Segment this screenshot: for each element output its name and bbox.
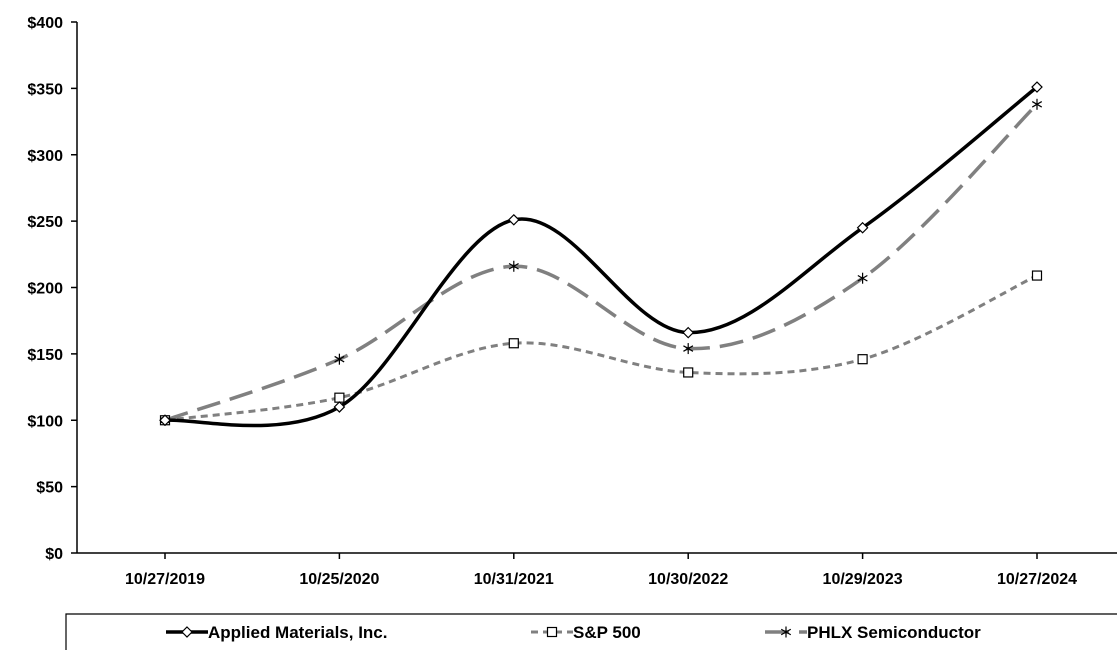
x-tick-label: 10/27/2024 [997, 571, 1077, 588]
data-point-1 [1031, 270, 1043, 281]
data-point-2 [508, 260, 519, 272]
x-tick-label: 10/30/2022 [648, 571, 728, 588]
data-point-0 [1031, 81, 1043, 93]
y-tick-label: $0 [45, 546, 63, 563]
series-markers [159, 81, 1043, 427]
legend-label-0: Applied Materials, Inc. [208, 623, 388, 642]
data-point-1 [683, 367, 694, 378]
y-axis-ticks: $0 $50 $100 $150 $200 $250 $300 $350 $400 [27, 15, 77, 563]
legend: Applied Materials, Inc. S&P 500 PHLX Semic… [65, 613, 1117, 650]
data-point-2 [334, 353, 345, 365]
axes [76, 22, 1117, 554]
x-tick-label: 10/29/2023 [823, 571, 903, 588]
data-point-2 [857, 272, 868, 284]
data-point-1 [334, 392, 345, 403]
data-point-0 [507, 213, 520, 226]
data-point-1 [508, 338, 519, 349]
y-tick-label: $150 [27, 347, 63, 364]
y-tick-label: $50 [36, 480, 63, 497]
legend-label-2: PHLX Semiconductor [807, 623, 981, 642]
x-axis-ticks: 10/27/2019 10/25/2020 10/31/2021 10/30/2022… [125, 553, 1077, 588]
x-tick-label: 10/31/2021 [474, 571, 554, 588]
series-line-0 [164, 85, 1039, 428]
y-tick-label: $100 [27, 413, 63, 430]
y-tick-label: $300 [27, 148, 63, 165]
data-point-0 [333, 401, 346, 413]
data-point-1 [857, 354, 868, 365]
data-point-0 [856, 221, 869, 234]
series-line-2 [164, 103, 1039, 422]
x-tick-label: 10/27/2019 [125, 571, 205, 588]
data-point-2 [683, 343, 694, 355]
x-tick-label: 10/25/2020 [299, 571, 379, 588]
y-tick-label: $200 [27, 281, 63, 298]
y-tick-label: $350 [27, 81, 63, 98]
data-point-2 [1031, 98, 1043, 110]
data-point-0 [682, 326, 695, 339]
legend-marker-1 [546, 626, 558, 638]
y-tick-label: $400 [27, 15, 63, 32]
data-point-0 [159, 414, 171, 427]
legend-label-1: S&P 500 [573, 623, 641, 642]
series-line-1 [164, 274, 1038, 422]
y-tick-label: $250 [27, 214, 63, 231]
legend-box [65, 613, 1117, 650]
legend-marker-0 [181, 626, 193, 638]
legend-marker-2 [780, 626, 792, 638]
series-lines [164, 85, 1039, 428]
